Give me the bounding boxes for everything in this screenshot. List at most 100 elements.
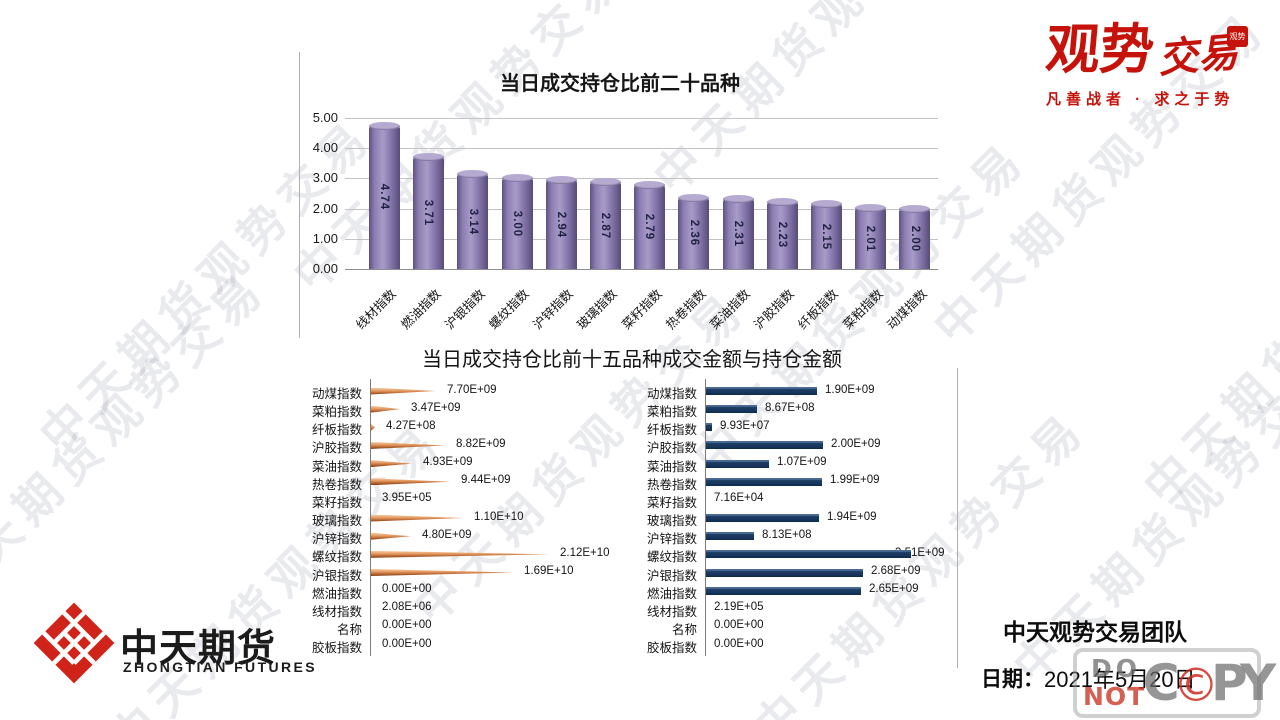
stamp-letter-y: Y	[1240, 654, 1277, 712]
bar-value-label: 2.23	[776, 222, 789, 249]
bar-沪银指数	[371, 569, 513, 576]
bar-沪胶指数	[706, 441, 823, 450]
value-label: 2.19E+05	[714, 601, 764, 614]
gridline	[345, 269, 938, 270]
do-not-copy-stamp: DO NOT C © P Y	[1073, 648, 1276, 718]
bar-value-label: 2.87	[599, 212, 612, 239]
bar-沪胶指数: 2.23	[766, 197, 798, 269]
y-axis-tick-label: 4.00	[312, 140, 338, 156]
value-label: 2.65E+09	[869, 583, 919, 596]
bar-value-label: 2.00	[908, 225, 921, 252]
category-label: 纤板指数	[646, 423, 697, 438]
bar-菜油指数	[706, 459, 769, 468]
bar-菜油指数: 2.31	[722, 195, 754, 269]
category-label: 菜籽指数	[646, 495, 697, 510]
bar-沪锌指数: 2.94	[545, 176, 577, 269]
date-line: 日期：2021年5月20日	[981, 662, 1196, 694]
y-axis-tick-label: 3.00	[312, 170, 338, 186]
bar-螺纹指数	[371, 550, 549, 558]
value-label: 3.95E+05	[382, 492, 432, 505]
bar-线材指数: 4.74	[369, 121, 400, 269]
bar-cap	[899, 204, 931, 213]
bar-菜油指数	[371, 460, 412, 468]
bar-热卷指数: 2.36	[678, 193, 710, 269]
date-label: 日期：	[981, 668, 1044, 691]
value-label: 2.00E+09	[831, 437, 881, 450]
bar-value-label: 2.01	[864, 225, 877, 252]
value-label: 9.44E+09	[461, 474, 511, 487]
bottom-chart-right-border	[957, 368, 958, 668]
bar-燃油指数: 3.71	[413, 152, 445, 269]
gridline	[345, 148, 938, 150]
category-label: 菜油指数	[311, 459, 362, 474]
stamp-word-do: DO	[1091, 654, 1142, 683]
category-label: 纤板指数	[311, 423, 362, 438]
bottom-chart-title: 当日成交持仓比前十五品种成交金额与持仓金额	[422, 349, 842, 371]
bar-玻璃指数: 2.87	[590, 178, 621, 269]
bar-沪银指数: 3.14	[457, 170, 489, 269]
bar-沪银指数	[706, 568, 863, 577]
open-interest-axis-line	[705, 379, 706, 656]
bar-燃油指数	[706, 586, 861, 595]
category-label: 沪银指数	[311, 568, 362, 583]
bar-cap	[501, 174, 533, 183]
bar-纤板指数	[706, 423, 712, 432]
category-label: 线材指数	[311, 604, 362, 619]
bar-沪胶指数	[371, 441, 445, 449]
category-label: 热卷指数	[646, 477, 697, 492]
bar-value-label: 4.74	[378, 184, 391, 211]
logo-seal-icon: 观势	[1227, 26, 1248, 47]
zhongtian-diamond-icon	[33, 602, 115, 684]
bar-螺纹指数: 3.00	[501, 174, 533, 269]
stamp-word-not: NOT	[1083, 682, 1146, 711]
category-label: 胶板指数	[646, 641, 697, 656]
team-name: 中天观势交易团队	[1003, 619, 1187, 645]
value-label: 0.00E+00	[382, 637, 432, 650]
company-name-en: ZHONGTIAN FUTURES	[123, 659, 318, 675]
value-label: 2.08E+06	[382, 601, 432, 614]
value-label: 8.82E+09	[456, 437, 506, 450]
category-label: 名称	[336, 622, 362, 637]
bar-动煤指数	[371, 387, 436, 395]
bar-cap	[811, 200, 842, 209]
value-label: 4.93E+09	[423, 456, 473, 469]
bar-动煤指数: 2.00	[899, 204, 931, 269]
bar-value-label: 2.15	[820, 223, 833, 250]
bar-cap	[413, 152, 445, 161]
logo-tagline: 凡善战者 · 求之于势	[1046, 91, 1235, 108]
bar-纤板指数: 2.15	[811, 200, 842, 269]
zhongtian-futures-logo	[32, 601, 116, 685]
bar-沪锌指数	[706, 532, 754, 541]
top-chart-title: 当日成交持仓比前二十品种	[500, 73, 740, 95]
bar-cap	[766, 197, 798, 206]
category-label: 菜籽指数	[311, 495, 362, 510]
value-label: 1.99E+09	[830, 474, 880, 487]
bar-菜粕指数: 2.01	[855, 204, 887, 269]
bar-玻璃指数	[706, 514, 819, 523]
bar-value-label: 2.79	[643, 213, 656, 241]
bar-动煤指数	[706, 387, 817, 395]
bar-value-label: 2.31	[732, 220, 745, 248]
bar-cap	[369, 121, 400, 130]
bar-cap	[545, 176, 577, 185]
gridline	[345, 178, 938, 180]
bar-沪锌指数	[371, 532, 411, 540]
bar-菜粕指数	[371, 405, 400, 413]
category-label: 燃油指数	[311, 586, 362, 601]
category-label: 螺纹指数	[311, 550, 362, 565]
category-label: 玻璃指数	[646, 514, 697, 529]
value-label: 4.27E+08	[386, 419, 436, 432]
bar-螺纹指数	[706, 550, 911, 559]
bar-热卷指数	[706, 477, 822, 486]
gridline	[345, 118, 938, 119]
bar-value-label: 2.36	[687, 220, 700, 247]
category-label: 燃油指数	[646, 586, 697, 601]
turnover-axis-line	[370, 379, 371, 656]
logo-text-main: 观势	[1043, 17, 1157, 81]
value-label: 1.94E+09	[827, 510, 877, 523]
category-label: 玻璃指数	[311, 514, 362, 529]
category-label: 沪锌指数	[646, 532, 697, 547]
value-label: 9.93E+07	[720, 419, 770, 432]
stamp-letter-c: C	[1143, 654, 1180, 712]
